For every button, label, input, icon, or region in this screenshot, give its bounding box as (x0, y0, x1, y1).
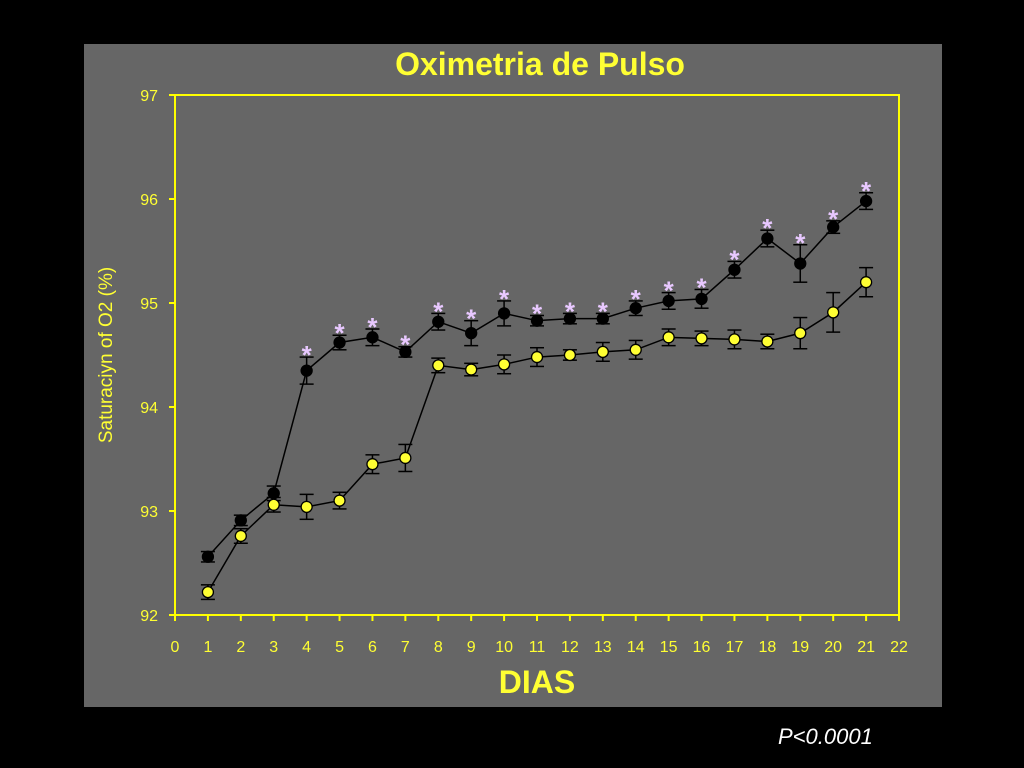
series-2-point (333, 494, 346, 507)
series-2-point (563, 348, 577, 362)
series-2-point (629, 343, 642, 356)
significance-asterisk: * (762, 213, 773, 243)
significance-asterisk: * (302, 340, 313, 370)
series-2-point (794, 327, 807, 340)
x-tick-label: 22 (890, 639, 908, 656)
x-tick-label: 21 (857, 639, 875, 656)
significance-asterisk: * (334, 318, 345, 348)
x-tick-label: 5 (335, 639, 344, 656)
x-tick-label: 7 (401, 639, 410, 656)
significance-asterisk: * (400, 330, 411, 360)
x-tick-label: 1 (203, 639, 212, 656)
series-2-point (366, 458, 379, 471)
y-tick-label: 96 (140, 192, 158, 209)
series-2-point (465, 363, 478, 376)
series-2-point (827, 306, 840, 319)
significance-asterisk: * (861, 176, 872, 206)
series-2-point (201, 585, 215, 599)
series-1-point (497, 307, 511, 320)
series-2-point (234, 529, 247, 543)
series-1-point (794, 257, 807, 270)
significance-asterisk: * (631, 284, 642, 314)
series-2-point (530, 350, 544, 364)
series-1-point (761, 232, 774, 245)
y-tick-label: 92 (140, 608, 158, 625)
significance-asterisk: * (795, 228, 806, 258)
series-1-point (695, 292, 708, 305)
significance-asterisk: * (598, 296, 609, 326)
series-2-point (432, 359, 445, 372)
series-1-point (366, 331, 379, 344)
significance-markers: * * * * * * * * * * * * * * * * * * (302, 176, 872, 370)
x-axis: 0 1 2 3 4 5 6 7 8 9 10 11 12 13 14 15 16 17 18 19 20 21 22 (171, 615, 908, 656)
series-2-point (761, 335, 774, 348)
series-1-point (728, 263, 741, 276)
significance-asterisk: * (565, 296, 576, 326)
x-tick-label: 9 (467, 639, 476, 656)
series-2-point (662, 331, 675, 344)
series-1-point (629, 302, 642, 315)
series-1-point (827, 220, 840, 234)
series-1-point (563, 312, 577, 325)
series-2-point (596, 345, 609, 359)
x-tick-label: 18 (758, 639, 776, 656)
significance-asterisk: * (729, 244, 740, 274)
x-tick-label: 0 (171, 639, 180, 656)
x-tick-label: 19 (791, 639, 809, 656)
x-tick-label: 4 (302, 639, 311, 656)
series-1-point (465, 327, 478, 340)
series-2-point (497, 358, 511, 371)
x-tick-label: 8 (434, 639, 443, 656)
x-tick-label: 20 (824, 639, 842, 656)
x-tick-label: 17 (726, 639, 744, 656)
x-tick-label: 13 (594, 639, 612, 656)
y-tick-label: 97 (140, 88, 158, 105)
series-1-point (530, 314, 544, 327)
series-2-point (300, 500, 313, 513)
x-tick-label: 12 (561, 639, 579, 656)
series-1-point (432, 315, 445, 328)
significance-asterisk: * (696, 272, 707, 302)
significance-asterisk: * (532, 298, 543, 328)
x-tick-label: 16 (693, 639, 711, 656)
x-tick-label: 6 (368, 639, 377, 656)
chart-panel (84, 44, 942, 707)
y-tick-label: 95 (140, 296, 158, 313)
p-value-label: P<0.0001 (778, 724, 873, 749)
x-tick-label: 3 (269, 639, 278, 656)
series-1-point (300, 364, 313, 377)
x-tick-label: 14 (627, 639, 645, 656)
significance-asterisk: * (466, 304, 477, 334)
significance-asterisk: * (499, 284, 510, 314)
y-tick-label: 94 (140, 400, 158, 417)
x-axis-label: DIAS (499, 664, 575, 700)
chart-title: Oximetria de Pulso (395, 46, 685, 82)
series-2-line (207, 281, 867, 593)
y-tick-label: 93 (140, 504, 158, 521)
significance-asterisk: * (664, 276, 675, 306)
series-1-point (596, 312, 609, 325)
x-tick-label: 2 (236, 639, 245, 656)
series-2-point (859, 276, 873, 289)
x-tick-label: 11 (529, 639, 546, 656)
series-2-point (267, 498, 280, 511)
series-1-point (859, 194, 873, 208)
significance-asterisk: * (433, 296, 444, 326)
series-1-point (333, 336, 346, 349)
series-2-point (728, 333, 741, 346)
series-2-point (695, 332, 708, 345)
series-1-point (201, 550, 215, 563)
y-axis-label: Saturaciyn of O2 (%) (96, 267, 117, 443)
series-1-point (662, 294, 675, 308)
significance-asterisk: * (367, 312, 378, 342)
x-tick-label: 15 (660, 639, 678, 656)
x-tick-label: 10 (495, 639, 513, 656)
series-layer (200, 192, 874, 601)
significance-asterisk: * (828, 204, 839, 234)
series-1-point (399, 345, 412, 359)
series-2-point (399, 451, 412, 465)
series-1-point (234, 514, 247, 527)
y-axis: 92 93 94 95 96 97 (140, 88, 175, 625)
